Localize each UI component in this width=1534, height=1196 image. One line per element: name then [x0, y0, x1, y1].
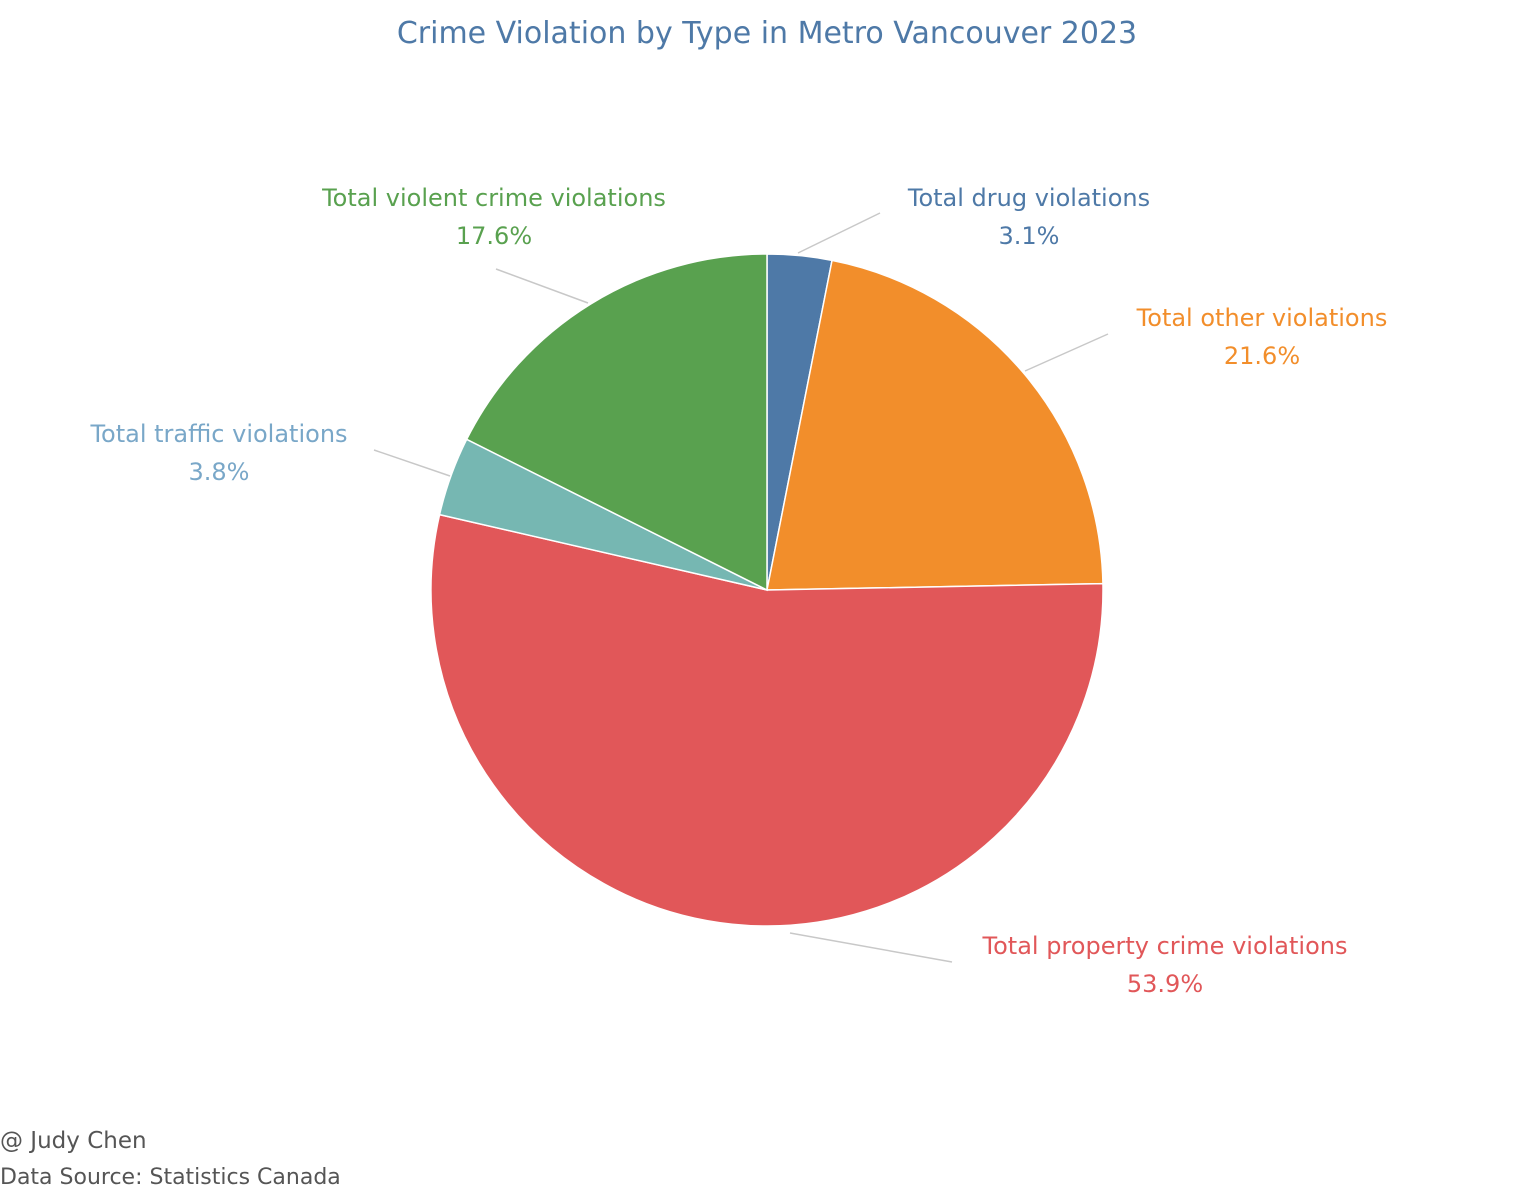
slice-label-2: Total property crime violations: [982, 932, 1348, 960]
leader-line-1: [1024, 333, 1109, 372]
slice-value-label-2: 53.9%: [1127, 970, 1203, 998]
slice-value-label-1: 21.6%: [1224, 342, 1300, 370]
pie-slice-4[interactable]: [465, 253, 768, 592]
pie-slice-2[interactable]: [430, 513, 1104, 927]
slice-label-0: Total drug violations: [907, 184, 1150, 212]
slice-label-4: Total violent crime violations: [321, 184, 666, 212]
slice-value-label-0: 3.1%: [999, 222, 1060, 250]
author-credit: @ Judy Chen: [0, 1128, 147, 1154]
slice-value-label-4: 17.6%: [456, 222, 532, 250]
leader-line-4: [495, 268, 589, 304]
pie-slice-1[interactable]: [766, 259, 1104, 591]
slice-value-label-3: 3.8%: [189, 458, 250, 486]
leader-line-2: [789, 932, 953, 963]
slice-label-3: Total traffic violations: [89, 420, 347, 448]
leader-line-3: [373, 449, 451, 477]
slice-label-1: Total other violations: [1136, 304, 1388, 332]
chart-title: Crime Violation by Type in Metro Vancouv…: [396, 16, 1138, 51]
data-source-credit: Data Source: Statistics Canada: [0, 1165, 341, 1190]
leader-line-0: [797, 212, 881, 254]
